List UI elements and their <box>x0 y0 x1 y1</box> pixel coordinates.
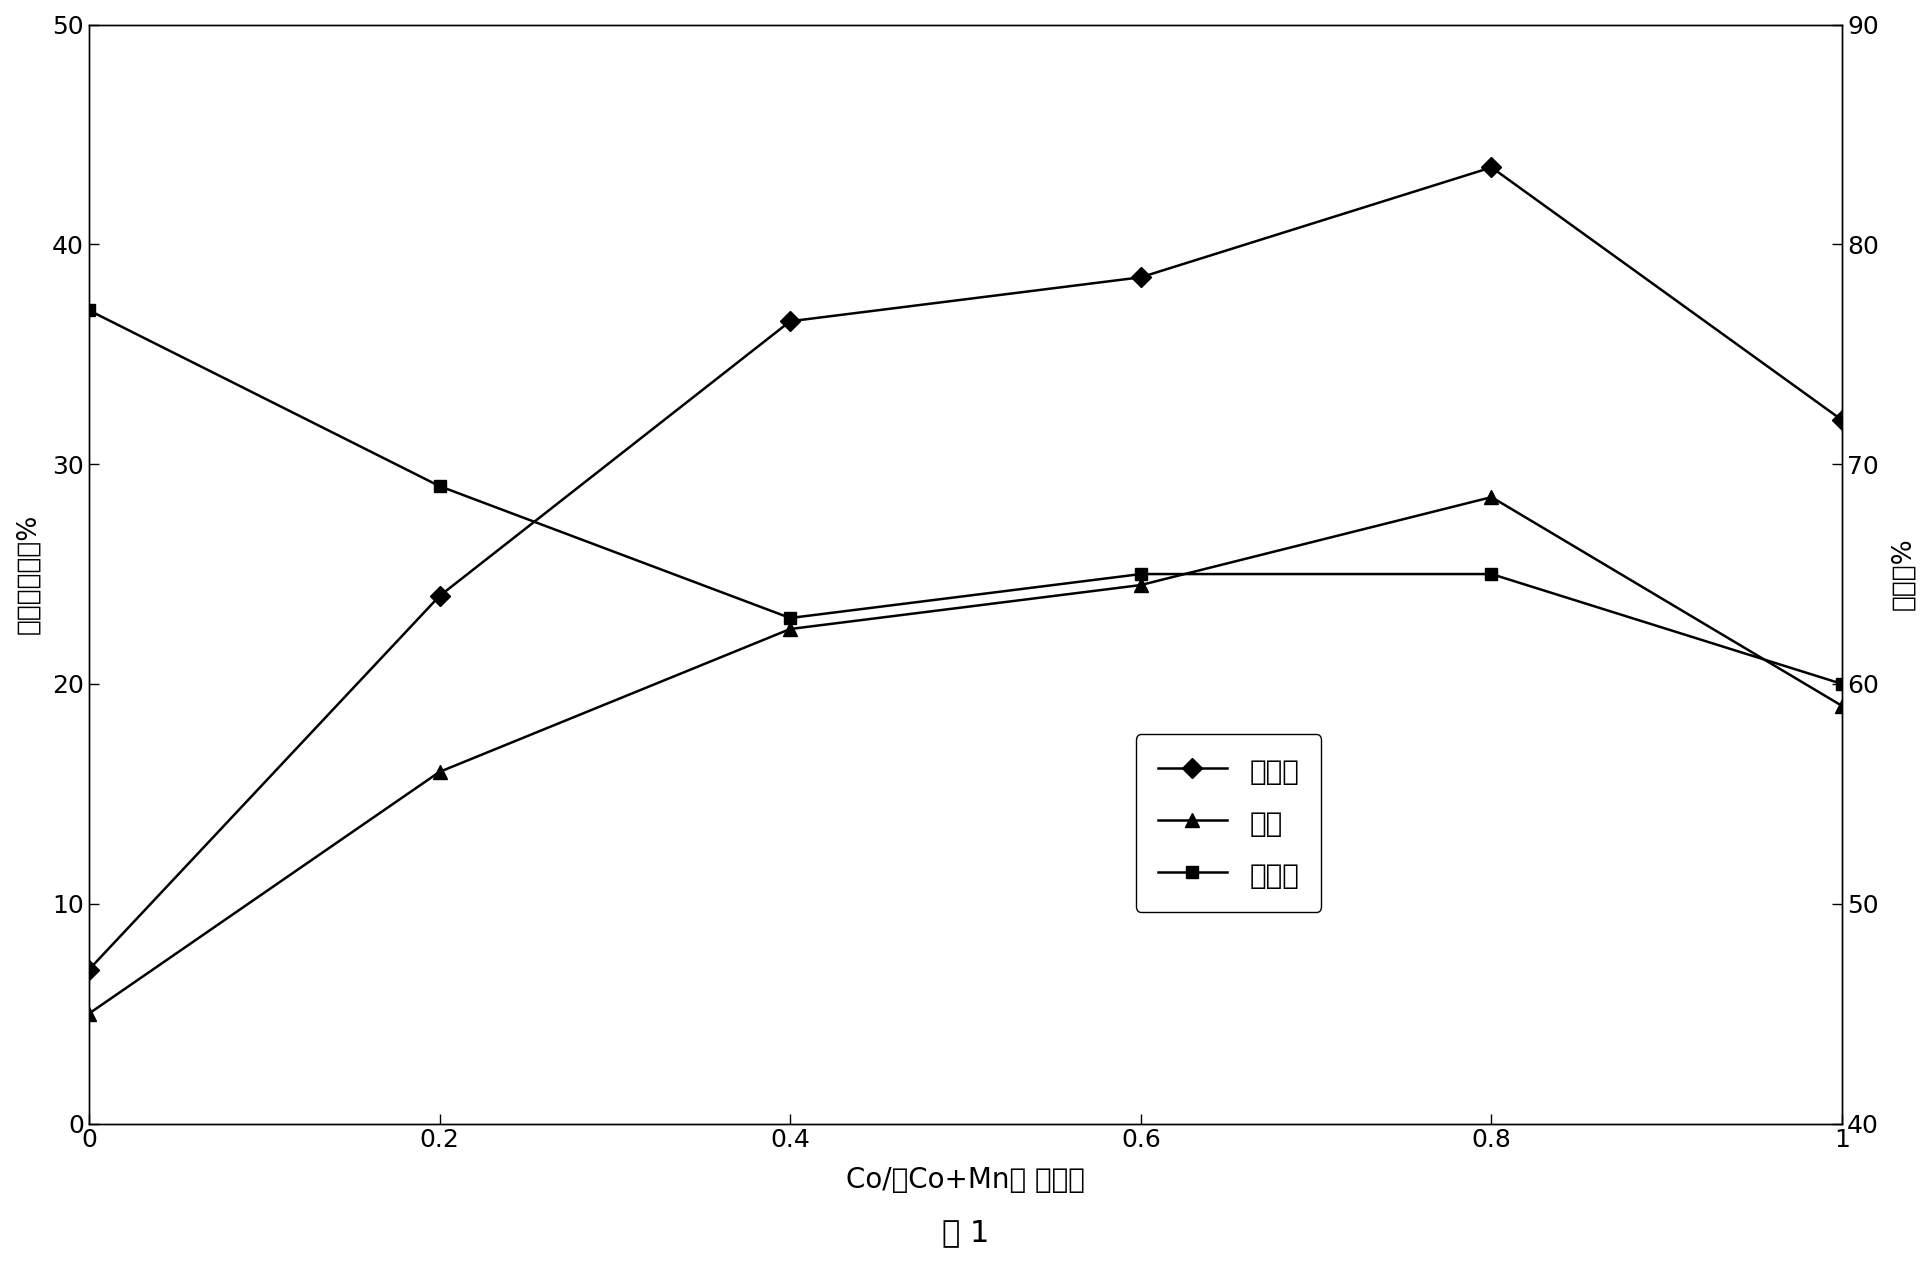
收率 <box>778 621 801 636</box>
X-axis label: Co/（Co+Mn） 摩尔比: Co/（Co+Mn） 摩尔比 <box>845 1166 1085 1194</box>
收率 <box>1129 578 1152 593</box>
转化率 <box>778 313 801 328</box>
Legend: 转化率, 收率, 选择性: 转化率, 收率, 选择性 <box>1135 735 1320 911</box>
转化率 <box>1478 159 1502 174</box>
转化率 <box>1830 412 1853 428</box>
转化率 <box>77 962 100 978</box>
转化率 <box>428 588 452 603</box>
Y-axis label: 选择性%: 选择性% <box>1889 537 1915 611</box>
Line: 选择性: 选择性 <box>83 304 1847 690</box>
收率 <box>428 764 452 779</box>
Line: 收率: 收率 <box>81 490 1849 1021</box>
Text: 图 1: 图 1 <box>942 1218 988 1248</box>
选择性 <box>778 610 801 625</box>
收率 <box>1478 490 1502 505</box>
Y-axis label: 转化率和收率%: 转化率和收率% <box>15 514 41 634</box>
选择性 <box>1830 676 1853 691</box>
选择性 <box>1478 566 1502 582</box>
选择性 <box>77 303 100 318</box>
Line: 转化率: 转化率 <box>81 160 1849 976</box>
收率 <box>77 1006 100 1021</box>
收率 <box>1830 699 1853 714</box>
选择性 <box>1129 566 1152 582</box>
转化率 <box>1129 270 1152 285</box>
选择性 <box>428 479 452 494</box>
